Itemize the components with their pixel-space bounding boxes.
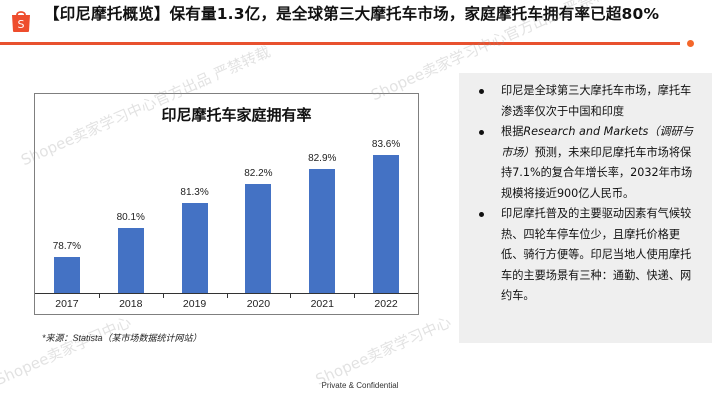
insight-item: 印尼摩托普及的主要驱动因素有气候较热、四轮车停车位少，且摩托价格更低、骑行方便等…: [459, 204, 712, 307]
bar-value-label: 80.1%: [116, 212, 145, 224]
x-axis-label: 2019: [182, 298, 207, 310]
x-axis-label: 2020: [246, 298, 271, 310]
footer-confidential: Private & Confidential: [321, 381, 399, 390]
page-title: 【印尼摩托概览】保有量1.3亿，是全球第三大摩托车市场，家庭摩托车拥有率已超80…: [44, 5, 660, 23]
shopee-logo-icon: S: [10, 9, 32, 33]
bar-value-label: 82.2%: [244, 168, 273, 180]
x-axis-tick: [290, 293, 292, 298]
title-divider: [0, 42, 680, 45]
bullet-icon: [479, 130, 484, 135]
chart-bar: [53, 257, 80, 293]
chart-bar: [181, 202, 208, 293]
chart-bar: [309, 169, 336, 293]
x-axis-label: 2022: [374, 298, 398, 310]
svg-text:S: S: [18, 18, 25, 31]
chart-bar: [117, 228, 144, 293]
x-axis-tick: [162, 293, 164, 298]
watermark: Shopee卖家学习中心: [312, 313, 454, 389]
x-axis-label: 2021: [310, 298, 334, 310]
insight-item: 印尼是全球第三大摩托车市场，摩托车渗透率仅次于中国和印度: [459, 81, 712, 122]
chart-bar: [373, 154, 400, 293]
x-axis-label: 2017: [55, 298, 79, 310]
bar-chart: 印尼摩托车家庭拥有率 78.7% 2017 80.1% 2018 81.3% 2019 82…: [34, 93, 419, 315]
source-note: *来源：Statista（某市场数据统计网站）: [42, 333, 202, 343]
bar-value-label: 82.9%: [308, 153, 337, 165]
bullet-icon: [479, 212, 484, 217]
x-axis-tick: [226, 293, 228, 298]
bullet-icon: [479, 89, 484, 94]
x-axis-tick: [98, 293, 100, 298]
chart-plot-area: 78.7% 2017 80.1% 2018 81.3% 2019 82.2% 2020 82.9…: [35, 94, 418, 314]
insights-list: 印尼是全球第三大摩托车市场，摩托车渗透率仅次于中国和印度 根据Research …: [459, 81, 712, 307]
chart-bar: [245, 184, 272, 293]
bar-value-label: 81.3%: [180, 186, 209, 198]
insights-panel: 印尼是全球第三大摩托车市场，摩托车渗透率仅次于中国和印度 根据Research …: [459, 73, 712, 343]
x-axis-label: 2018: [119, 298, 143, 310]
watermark: Shopee卖家学习中心: [0, 313, 134, 389]
bar-value-label: 83.6%: [371, 138, 401, 150]
insight-item: 根据Research and Markets（调研与市场）预测，未来印尼摩托车市…: [459, 122, 712, 204]
title-divider-dot: [687, 40, 694, 47]
bar-value-label: 78.7%: [52, 241, 82, 253]
chart-title: 印尼摩托车家庭拥有率: [161, 106, 312, 124]
x-axis-tick: [354, 293, 356, 298]
